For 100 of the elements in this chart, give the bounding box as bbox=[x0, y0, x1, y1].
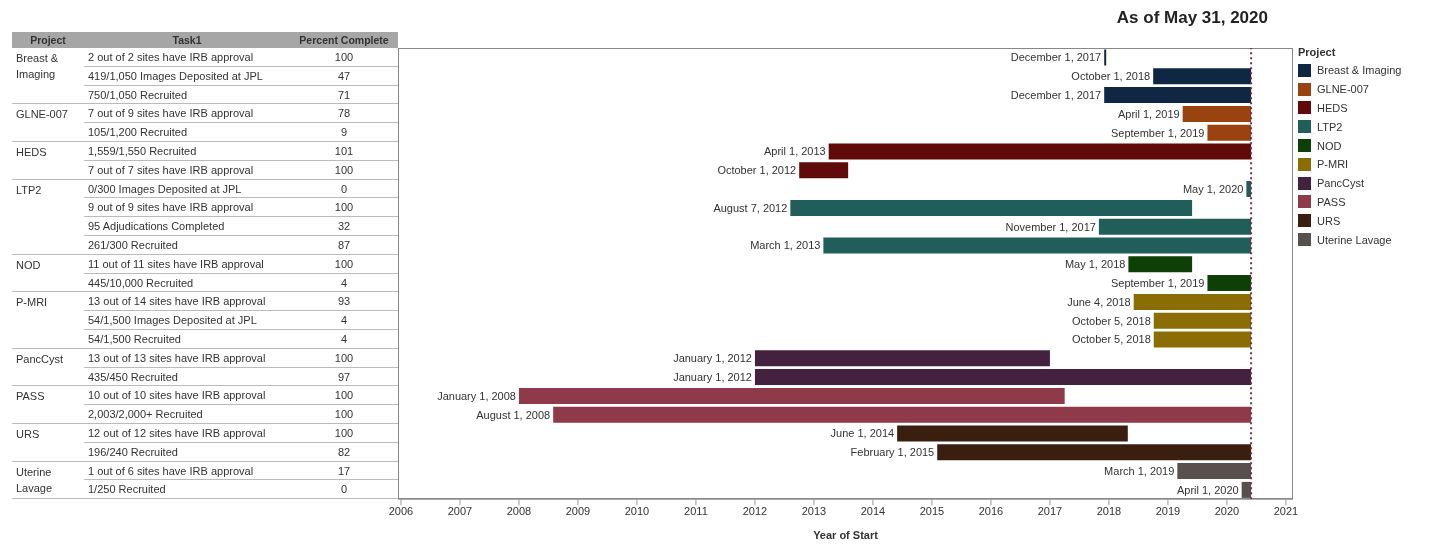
text: June 4, 2018 bbox=[1067, 295, 1131, 308]
bar bbox=[897, 425, 1128, 442]
text: 47 bbox=[290, 66, 398, 86]
bar bbox=[754, 369, 1252, 386]
bar bbox=[823, 237, 1252, 254]
y-tick-label: 0/300 Images Deposited at JPL bbox=[84, 179, 290, 199]
text: March 1, 2013 bbox=[750, 239, 821, 252]
text: 93 bbox=[290, 292, 398, 312]
y-tick-label: 196/240 Recruited bbox=[84, 442, 290, 462]
text: PancCyst bbox=[16, 352, 64, 365]
x-tick-label: 2018 bbox=[1096, 505, 1122, 517]
y-tick-label: 95 Adjudications Completed bbox=[84, 217, 290, 236]
text: June 1, 2014 bbox=[830, 427, 895, 440]
chart-title: As of May 31, 2020 bbox=[1116, 8, 1268, 28]
y-tick-label: 419/1,050 Images Deposited at JPL bbox=[84, 66, 290, 86]
text: Project bbox=[29, 34, 67, 46]
bar bbox=[553, 406, 1252, 423]
text: September 1, 2019 bbox=[1111, 276, 1205, 289]
text: February 1, 2015 bbox=[850, 446, 935, 459]
text: 97 bbox=[290, 367, 398, 387]
bar bbox=[1128, 256, 1193, 273]
y-tick-label: 2 out of 2 sites have IRB approval bbox=[84, 48, 290, 67]
text: 82 bbox=[290, 442, 398, 462]
text: 9 bbox=[290, 123, 398, 142]
text: PASS bbox=[16, 390, 45, 403]
x-tick-label: 2017 bbox=[1037, 505, 1063, 517]
text: Uterine Lavage bbox=[16, 465, 53, 494]
bar bbox=[1098, 218, 1252, 235]
text: October 5, 2018 bbox=[1071, 314, 1151, 327]
text: Task1 bbox=[171, 34, 203, 46]
text: GLNE-007 bbox=[16, 108, 68, 121]
bar bbox=[1207, 124, 1252, 141]
text: 100 bbox=[290, 48, 398, 67]
x-tick-label: 2010 bbox=[624, 505, 650, 517]
y-tick-label: 12 out of 12 sites have IRB approval bbox=[84, 423, 290, 443]
y-tick-label: 54/1,500 Recruited bbox=[84, 329, 290, 349]
legend-title: Project bbox=[1298, 46, 1337, 58]
text: November 1, 2017 bbox=[1005, 220, 1096, 233]
bar bbox=[1104, 87, 1252, 104]
x-tick-label: 2007 bbox=[447, 505, 473, 517]
legend-label: Uterine Lavage bbox=[1317, 233, 1392, 246]
bar bbox=[937, 444, 1252, 461]
text: April 1, 2019 bbox=[1117, 107, 1180, 120]
bar bbox=[1182, 105, 1252, 122]
text: 87 bbox=[290, 235, 398, 255]
y-tick-label: 1 out of 6 sites have IRB approval bbox=[84, 461, 290, 481]
legend-label: PASS bbox=[1317, 195, 1346, 208]
x-tick-label: 2012 bbox=[742, 505, 768, 517]
x-tick-label: 2013 bbox=[801, 505, 827, 517]
y-tick-label: 2,003/2,000+ Recruited bbox=[84, 405, 290, 424]
text: Percent Complete bbox=[298, 34, 390, 46]
text: August 7, 2012 bbox=[713, 201, 788, 214]
text: 100 bbox=[290, 160, 398, 180]
text: January 1, 2012 bbox=[673, 370, 752, 383]
text: 100 bbox=[290, 198, 398, 218]
legend-label: HEDS bbox=[1317, 101, 1348, 114]
text: 0 bbox=[290, 480, 398, 500]
y-tick-label: 11 out of 11 sites have IRB approval bbox=[84, 254, 290, 274]
text: 100 bbox=[290, 423, 398, 443]
bar bbox=[1153, 312, 1252, 329]
bar bbox=[828, 143, 1252, 160]
bar bbox=[1207, 275, 1252, 292]
bar bbox=[1133, 293, 1252, 310]
text: April 1, 2020 bbox=[1176, 483, 1239, 496]
y-tick-label: 435/450 Recruited bbox=[84, 367, 290, 387]
y-tick-label: 445/10,000 Recruited bbox=[84, 273, 290, 293]
text: LTP2 bbox=[16, 183, 42, 196]
text: 100 bbox=[290, 348, 398, 368]
legend-label: URS bbox=[1317, 214, 1341, 227]
text: 0 bbox=[290, 179, 398, 199]
text: HEDS bbox=[16, 145, 47, 158]
text: December 1, 2017 bbox=[1010, 88, 1102, 101]
y-tick-label: 10 out of 10 sites have IRB approval bbox=[84, 386, 290, 406]
text: P-MRI bbox=[16, 296, 48, 309]
bar bbox=[1153, 68, 1252, 85]
legend-label: Breast & Imaging bbox=[1317, 64, 1402, 77]
bar bbox=[1241, 481, 1252, 498]
text: May 1, 2020 bbox=[1182, 182, 1244, 195]
text: Breast & Imaging bbox=[16, 52, 59, 80]
text: 101 bbox=[290, 141, 398, 161]
text: September 1, 2019 bbox=[1111, 126, 1205, 139]
y-tick-label: 9 out of 9 sites have IRB approval bbox=[84, 198, 290, 218]
text: URS bbox=[16, 427, 40, 440]
x-tick-label: 2011 bbox=[684, 505, 708, 517]
text: January 1, 2012 bbox=[673, 352, 752, 365]
x-tick-label: 2020 bbox=[1214, 505, 1240, 517]
y-tick-label: 13 out of 13 sites have IRB approval bbox=[84, 348, 290, 368]
bar bbox=[1177, 463, 1252, 480]
x-axis-title: Year of Start bbox=[813, 529, 879, 542]
legend-label: PancCyst bbox=[1317, 177, 1365, 190]
text: October 1, 2018 bbox=[1071, 70, 1151, 83]
bar bbox=[799, 162, 849, 179]
x-tick-label: 2019 bbox=[1155, 505, 1181, 517]
bar bbox=[1153, 331, 1252, 348]
text: December 1, 2017 bbox=[1010, 51, 1102, 64]
y-tick-label: 7 out of 9 sites have IRB approval bbox=[84, 104, 290, 124]
legend-label: P-MRI bbox=[1317, 158, 1349, 171]
text: 4 bbox=[290, 311, 398, 330]
legend-label: LTP2 bbox=[1317, 120, 1343, 133]
bar bbox=[1104, 49, 1107, 66]
